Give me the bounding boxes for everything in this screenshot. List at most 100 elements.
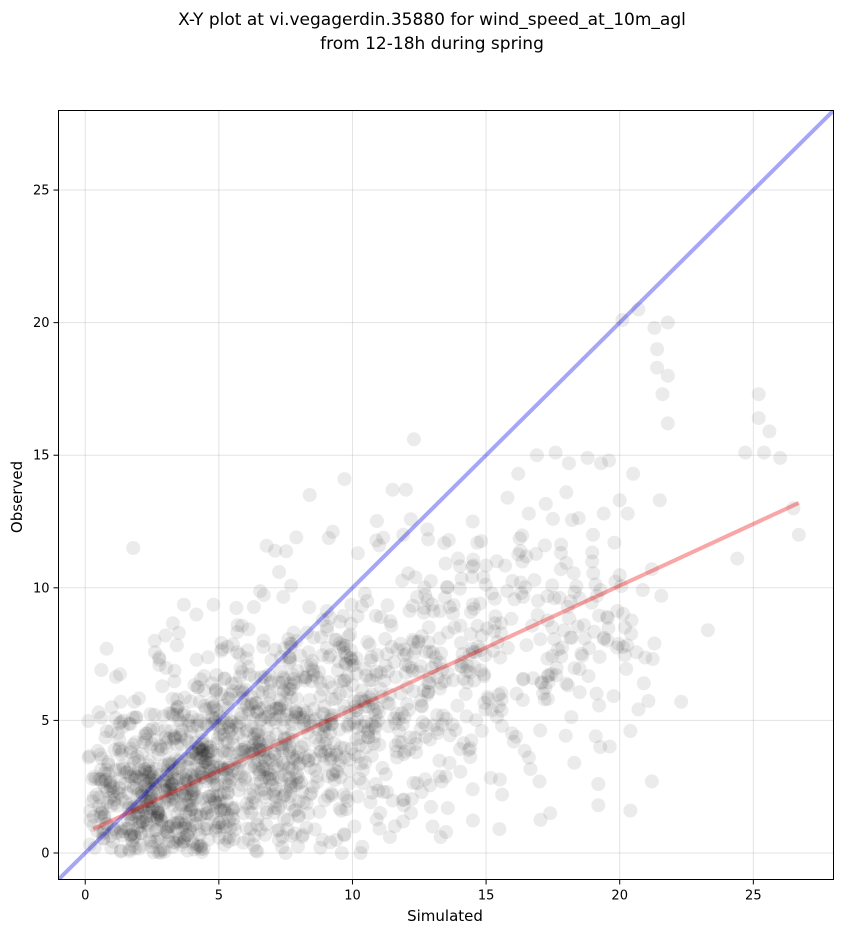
data-point-724 bbox=[225, 676, 239, 691]
data-point-1150 bbox=[335, 638, 350, 653]
data-point-221 bbox=[158, 723, 173, 738]
data-point-96 bbox=[177, 830, 192, 845]
data-point-980 bbox=[239, 651, 254, 666]
data-point-60 bbox=[182, 810, 196, 825]
data-point-21 bbox=[93, 772, 108, 787]
data-point-1462 bbox=[549, 668, 564, 683]
data-point-1293 bbox=[426, 718, 441, 733]
data-point-59 bbox=[113, 844, 128, 859]
data-point-1138 bbox=[262, 688, 277, 703]
data-point-248 bbox=[103, 828, 118, 843]
data-point-774 bbox=[166, 732, 181, 746]
data-point-79 bbox=[103, 781, 118, 796]
data-point-707 bbox=[255, 685, 270, 700]
data-point-222 bbox=[171, 830, 186, 845]
data-point-1588 bbox=[385, 482, 400, 497]
data-point-242 bbox=[163, 782, 177, 797]
data-point-1633 bbox=[762, 424, 777, 439]
data-point-1200 bbox=[366, 702, 381, 717]
data-point-443 bbox=[180, 827, 195, 842]
data-point-1607 bbox=[626, 466, 641, 481]
data-point-569 bbox=[186, 836, 201, 851]
data-point-1295 bbox=[428, 657, 443, 672]
data-point-1499 bbox=[547, 591, 562, 606]
data-point-660 bbox=[267, 760, 282, 775]
data-point-144 bbox=[184, 790, 199, 805]
data-point-1412 bbox=[397, 642, 412, 657]
data-point-368 bbox=[179, 732, 194, 747]
data-point-1113 bbox=[414, 785, 429, 799]
data-point-897 bbox=[189, 652, 204, 667]
data-point-1195 bbox=[259, 538, 274, 553]
data-point-973 bbox=[307, 822, 322, 837]
data-point-547 bbox=[201, 752, 216, 767]
data-point-1658 bbox=[586, 527, 600, 542]
data-point-1239 bbox=[330, 663, 345, 678]
data-point-1353 bbox=[509, 729, 523, 744]
data-point-986 bbox=[197, 683, 212, 698]
data-point-1228 bbox=[267, 712, 282, 726]
data-point-1420 bbox=[423, 732, 437, 747]
data-point-395 bbox=[157, 844, 172, 859]
data-point-1513 bbox=[498, 558, 513, 573]
data-point-1657 bbox=[620, 506, 635, 521]
data-point-456 bbox=[87, 769, 102, 784]
data-point-280 bbox=[90, 743, 105, 758]
y-tick-label-1: 5 bbox=[41, 714, 49, 729]
data-point-1646 bbox=[425, 819, 440, 834]
data-point-529 bbox=[143, 790, 158, 805]
chart-title-line1: X-Y plot at vi.vegagerdin.35880 for wind… bbox=[178, 10, 686, 30]
data-point-402 bbox=[232, 715, 247, 730]
data-point-1301 bbox=[274, 772, 289, 787]
data-point-516 bbox=[211, 815, 226, 830]
data-point-349 bbox=[258, 670, 272, 685]
data-point-806 bbox=[239, 744, 254, 759]
data-point-844 bbox=[291, 809, 306, 824]
data-point-37 bbox=[166, 835, 181, 850]
data-point-591 bbox=[252, 743, 267, 758]
data-point-132 bbox=[227, 822, 242, 837]
data-point-1156 bbox=[370, 648, 385, 663]
x-tick-label-1: 5 bbox=[215, 889, 223, 904]
data-point-76 bbox=[187, 842, 202, 857]
data-point-1183 bbox=[373, 665, 388, 680]
data-point-1027 bbox=[440, 801, 455, 816]
data-point-747 bbox=[262, 730, 276, 745]
data-point-1119 bbox=[278, 784, 293, 799]
data-point-1332 bbox=[380, 695, 395, 710]
data-point-756 bbox=[252, 736, 267, 751]
data-point-1034 bbox=[377, 673, 392, 688]
data-point-330 bbox=[180, 760, 195, 774]
data-point-287 bbox=[198, 771, 213, 786]
data-point-388 bbox=[223, 713, 238, 728]
data-point-830 bbox=[232, 745, 247, 760]
data-point-1110 bbox=[332, 722, 347, 737]
data-point-99 bbox=[115, 758, 130, 773]
data-point-1422 bbox=[456, 736, 471, 751]
data-point-231 bbox=[141, 776, 155, 791]
data-point-1377 bbox=[361, 699, 376, 714]
data-point-1435 bbox=[421, 675, 436, 690]
data-point-646 bbox=[269, 727, 284, 742]
data-point-1314 bbox=[465, 641, 480, 656]
data-point-482 bbox=[139, 726, 154, 741]
data-point-797 bbox=[205, 711, 220, 726]
x-tick-label-4: 20 bbox=[611, 889, 628, 904]
data-point-156 bbox=[165, 840, 180, 855]
data-point-1645 bbox=[465, 782, 480, 797]
data-point-1358 bbox=[438, 556, 453, 571]
data-point-1539 bbox=[608, 574, 623, 589]
data-point-628 bbox=[236, 806, 251, 821]
data-point-278 bbox=[177, 834, 191, 849]
data-point-22 bbox=[157, 795, 172, 810]
data-point-1184 bbox=[477, 695, 492, 710]
data-point-458 bbox=[175, 723, 190, 738]
data-point-85 bbox=[97, 822, 112, 837]
data-point-708 bbox=[284, 828, 299, 843]
data-point-161 bbox=[131, 805, 146, 820]
data-point-347 bbox=[261, 763, 276, 778]
data-point-466 bbox=[285, 726, 300, 741]
data-point-920 bbox=[275, 675, 290, 690]
data-point-1542 bbox=[600, 609, 615, 624]
data-point-1030 bbox=[310, 775, 325, 790]
